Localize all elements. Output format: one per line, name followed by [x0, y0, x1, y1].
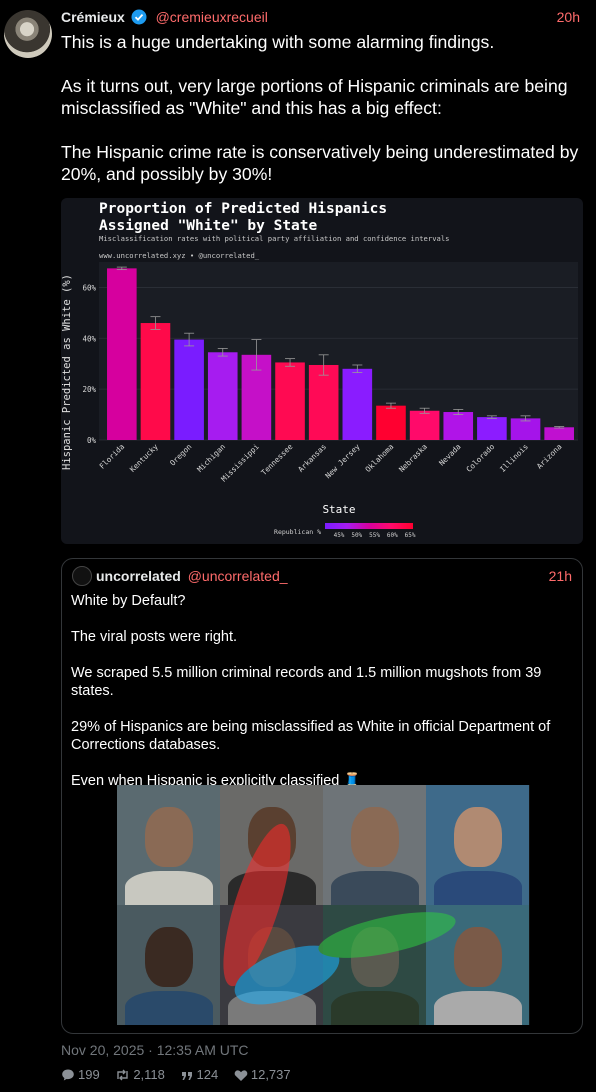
bar-oklahoma: [376, 405, 406, 440]
reply-button[interactable]: 199: [61, 1067, 103, 1082]
legend-tick-label: 65%: [405, 532, 416, 539]
mugshot-collage-image[interactable]: [117, 785, 530, 1025]
post-time[interactable]: 20h: [556, 9, 580, 25]
x-tick-label: Arkansas: [296, 442, 328, 474]
x-tick-label: Tennessee: [259, 442, 294, 477]
author-avatar[interactable]: [4, 10, 52, 58]
bar-new-jersey: [342, 368, 373, 440]
chart-subtitle: Misclassification rates with political p…: [99, 234, 450, 243]
quoted-post-header: uncorrelated @uncorrelated_ 21h: [96, 568, 572, 585]
mugshot-photo: [117, 785, 220, 911]
bar-illinois: [510, 418, 541, 440]
author-handle[interactable]: @cremieuxrecueil: [155, 9, 268, 25]
like-button[interactable]: 12,737: [234, 1067, 291, 1082]
post-paragraph: The Hispanic crime rate is conservativel…: [61, 142, 579, 184]
x-tick-label: Oregon: [168, 442, 194, 468]
quoted-paragraph: 29% of Hispanics are being misclassified…: [71, 719, 551, 753]
reply-icon: [62, 1069, 74, 1081]
x-tick-label: Florida: [98, 442, 127, 471]
post-text: This is a huge undertaking with some ala…: [61, 31, 586, 207]
x-tick-label: Arizona: [535, 442, 564, 471]
x-tick-label: Oklahoma: [363, 442, 395, 474]
chart-title: Assigned "White" by State: [99, 218, 318, 234]
scatter-overlay: [223, 823, 456, 1005]
legend-colorbar: [325, 523, 413, 529]
quoted-paragraph: White by Default?: [71, 593, 186, 609]
chart-image[interactable]: Proportion of Predicted Hispanics Assign…: [61, 198, 583, 544]
bar-arkansas: [308, 364, 339, 440]
chart-source: www.uncorrelated.xyz • @uncorrelated_: [99, 251, 260, 260]
legend-tick-label: 50%: [351, 532, 362, 539]
quoted-author-handle[interactable]: @uncorrelated_: [187, 568, 288, 584]
bar-kentucky: [140, 323, 171, 440]
chart-y-label: Hispanic Predicted as White (%): [61, 274, 73, 470]
chart-title: Proportion of Predicted Hispanics: [99, 201, 387, 217]
quoted-author-avatar[interactable]: [72, 566, 92, 586]
x-tick-label: Nevada: [437, 442, 463, 468]
x-tick-label: Michigan: [195, 442, 227, 474]
bar-tennessee: [275, 362, 305, 440]
x-tick-label: Kentucky: [128, 442, 160, 474]
x-tick-label: New Jersey: [323, 442, 362, 481]
y-tick-label: 20%: [82, 385, 96, 394]
x-tick-label: Illinois: [498, 442, 530, 474]
bar-oregon: [174, 339, 204, 440]
bar-chart: Proportion of Predicted Hispanics Assign…: [61, 201, 578, 539]
heart-icon: [234, 1070, 248, 1081]
repost-count: 2,118: [133, 1067, 165, 1082]
like-count: 12,737: [250, 1067, 291, 1082]
y-tick-label: 60%: [82, 283, 96, 292]
quoted-post-time[interactable]: 21h: [548, 568, 572, 584]
legend-tick-label: 60%: [387, 532, 398, 539]
quote-count: 124: [196, 1067, 219, 1082]
mugshot-photo: [426, 905, 529, 1025]
quoted-paragraph: We scraped 5.5 million criminal records …: [71, 665, 542, 699]
repost-button[interactable]: 2,118: [115, 1067, 168, 1082]
bar-michigan: [207, 352, 238, 440]
bar-florida: [107, 268, 137, 440]
quote-icon: [181, 1072, 192, 1080]
bar-arizona: [544, 427, 574, 440]
quoted-paragraph: The viral posts were right.: [71, 629, 238, 645]
y-tick-label: 40%: [82, 334, 96, 343]
y-tick-label: 0%: [87, 436, 97, 445]
mugshot-photo: [323, 785, 426, 911]
quoted-post-text: White by Default? The viral posts were r…: [71, 592, 576, 808]
quote-button[interactable]: 124: [181, 1067, 222, 1082]
x-tick-label: Colorado: [464, 442, 496, 474]
legend-label: Republican %: [274, 528, 321, 536]
bar-colorado: [477, 417, 507, 440]
verified-badge-icon: [131, 9, 147, 25]
post-paragraph: As it turns out, very large portions of …: [61, 76, 568, 118]
bar-nevada: [443, 412, 474, 440]
legend-tick-label: 45%: [334, 532, 345, 539]
quoted-post[interactable]: uncorrelated @uncorrelated_ 21h White by…: [61, 558, 583, 1034]
post-date[interactable]: Nov 20, 2025 · 12:35 AM UTC: [61, 1042, 249, 1058]
mugshot-photo: [426, 785, 529, 911]
plot-area: [99, 262, 578, 440]
author-name[interactable]: Crémieux: [61, 9, 125, 25]
legend-tick-label: 55%: [369, 532, 380, 539]
x-tick-label: Nebraska: [397, 442, 429, 474]
reply-count: 199: [78, 1067, 100, 1082]
chart-x-label: State: [322, 503, 355, 516]
post-paragraph: This is a huge undertaking with some ala…: [61, 32, 495, 52]
post-header: Crémieux @cremieuxrecueil 20h: [61, 8, 580, 26]
mugshot-photo: [117, 905, 220, 1025]
quoted-author-name[interactable]: uncorrelated: [96, 568, 181, 584]
repost-icon: [117, 1069, 129, 1081]
bar-nebraska: [409, 410, 440, 440]
engagement-stats: 199 2,118 124 12,737: [61, 1067, 303, 1083]
